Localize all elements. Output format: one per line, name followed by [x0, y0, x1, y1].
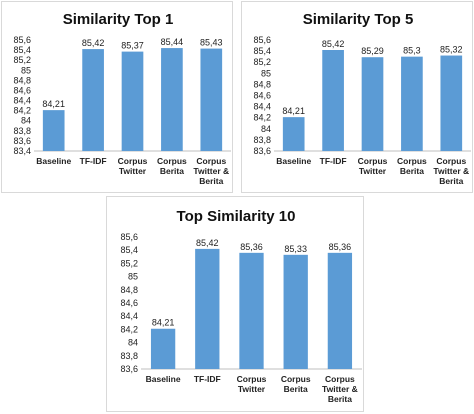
bar	[121, 51, 144, 151]
y-tick-label: 84,8	[120, 285, 138, 295]
bar	[283, 254, 308, 369]
category-label: Corpus Twitter	[358, 156, 388, 176]
y-tick-label: 84,6	[120, 298, 138, 308]
y-tick-label: 85,6	[13, 35, 31, 45]
y-tick-label: 84	[21, 116, 31, 126]
y-tick-label: 84,6	[253, 91, 271, 101]
data-label: 85,36	[329, 242, 352, 252]
y-tick-label: 84,2	[120, 324, 138, 334]
y-tick-label: 85,4	[120, 245, 138, 255]
bar	[282, 117, 305, 151]
y-tick-label: 85,6	[120, 232, 138, 242]
y-tick-label: 84	[261, 124, 271, 134]
y-tick-label: 84,2	[253, 113, 271, 123]
bar	[82, 49, 104, 151]
bar	[161, 48, 183, 152]
y-tick-label: 83,4	[13, 146, 31, 156]
bar	[322, 49, 344, 151]
chart-svg: Top Similarity 10 83,6 83,8 84 84,2 84,4 84,6 8…	[120, 208, 362, 404]
chart-title: Top Similarity 10	[177, 208, 296, 225]
bar	[361, 57, 384, 151]
y-tick-label: 83,8	[253, 135, 271, 145]
data-label: 85,3	[403, 46, 421, 56]
y-tick-label: 84,4	[253, 102, 271, 112]
data-label: 85,37	[121, 41, 144, 51]
data-label: 85,43	[200, 38, 223, 48]
y-tick-label: 83,6	[253, 146, 271, 156]
data-label: 85,42	[82, 38, 105, 48]
data-label: 84,21	[282, 106, 305, 116]
y-tick-label: 84,8	[13, 75, 31, 85]
y-tick-label: 83,8	[13, 126, 31, 136]
data-label: 85,42	[322, 39, 345, 49]
category-label: Corpus Berita	[157, 156, 187, 176]
category-label: Baseline	[36, 156, 71, 166]
chart-panel-top-1: Similarity Top 1 83,4 83,6 83,8 84 84,2 84,4 84…	[1, 1, 233, 193]
y-tick-label: 85	[128, 272, 138, 282]
data-label: 84,21	[42, 99, 65, 109]
category-label: Corpus Berita	[397, 156, 427, 176]
y-tick-label: 83,8	[120, 351, 138, 361]
data-label: 85,33	[284, 244, 307, 254]
bar	[195, 248, 220, 369]
y-tick-label: 85	[261, 68, 271, 78]
category-label: Corpus Twitter	[118, 156, 148, 176]
data-label: 85,42	[196, 238, 219, 248]
y-tick-label: 85,2	[253, 57, 271, 67]
bar	[440, 55, 463, 151]
y-tick-label: 85,4	[253, 46, 271, 56]
chart-panel-top-10: Top Similarity 10 83,6 83,8 84 84,2 84,4 84,6 8…	[106, 196, 364, 412]
category-label: TF-IDF	[194, 374, 221, 384]
chart-title: Similarity Top 1	[63, 11, 174, 28]
y-tick-label: 85,2	[13, 55, 31, 65]
bar	[200, 48, 223, 152]
category-label: Corpus Berita	[281, 374, 311, 394]
bar	[239, 252, 264, 369]
data-label: 85,44	[161, 37, 184, 47]
y-tick-label: 84	[128, 338, 138, 348]
category-label: TF-IDF	[320, 156, 347, 166]
bar	[42, 110, 65, 151]
chart-panel-top-5: Similarity Top 5 83,6 83,8 84 84,2 84,4 84,6 84…	[241, 1, 473, 193]
category-label: TF-IDF	[80, 156, 107, 166]
category-label: Baseline	[146, 374, 181, 384]
data-label: 85,36	[240, 242, 263, 252]
bar	[401, 56, 423, 151]
y-tick-label: 84,2	[13, 106, 31, 116]
y-tick-label: 85	[21, 65, 31, 75]
y-tick-label: 84,4	[120, 311, 138, 321]
bar	[150, 328, 176, 369]
category-label: Corpus Twitter & Berita	[433, 156, 469, 186]
data-label: 85,29	[361, 46, 384, 56]
category-label: Corpus Twitter & Berita	[322, 374, 358, 404]
y-tick-label: 85,6	[253, 35, 271, 45]
bar	[327, 252, 353, 369]
y-tick-label: 84,4	[13, 96, 31, 106]
y-tick-label: 83,6	[120, 364, 138, 374]
category-label: Baseline	[276, 156, 311, 166]
chart-title: Similarity Top 5	[303, 11, 414, 28]
category-label: Corpus Twitter & Berita	[193, 156, 229, 186]
data-label: 85,32	[440, 45, 463, 55]
y-tick-label: 83,6	[13, 136, 31, 146]
y-tick-label: 84,8	[253, 79, 271, 89]
y-tick-label: 85,2	[120, 258, 138, 268]
chart-svg: Similarity Top 183,483,683,88484,284,484…	[13, 11, 231, 186]
data-label: 84,21	[152, 318, 175, 328]
y-tick-label: 84,6	[13, 85, 31, 95]
category-label: Corpus Twitter	[237, 374, 267, 394]
y-tick-label: 85,4	[13, 45, 31, 55]
